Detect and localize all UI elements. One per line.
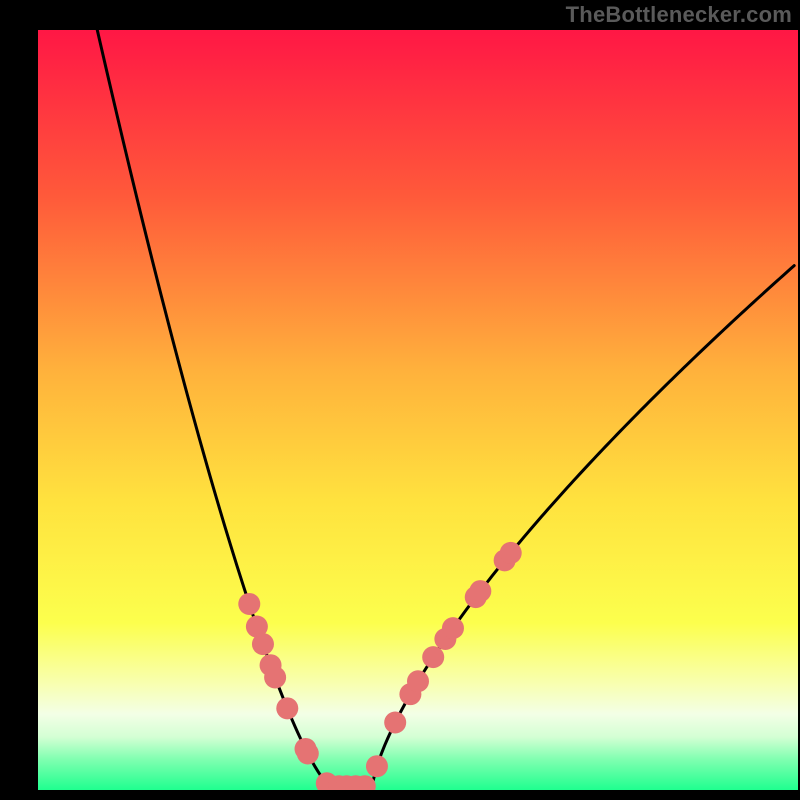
data-marker [264, 666, 286, 688]
data-marker [442, 617, 464, 639]
data-marker [238, 593, 260, 615]
data-marker [366, 755, 388, 777]
data-marker [297, 742, 319, 764]
data-marker [422, 646, 444, 668]
bottleneck-curve [97, 30, 794, 786]
data-marker [500, 542, 522, 564]
data-marker [407, 670, 429, 692]
data-marker [276, 697, 298, 719]
curve-layer [38, 30, 798, 790]
data-marker [384, 712, 406, 734]
chart-stage: TheBottlenecker.com [0, 0, 800, 800]
data-marker [469, 580, 491, 602]
plot-area [38, 30, 798, 790]
data-marker [252, 633, 274, 655]
watermark-text: TheBottlenecker.com [566, 2, 792, 28]
